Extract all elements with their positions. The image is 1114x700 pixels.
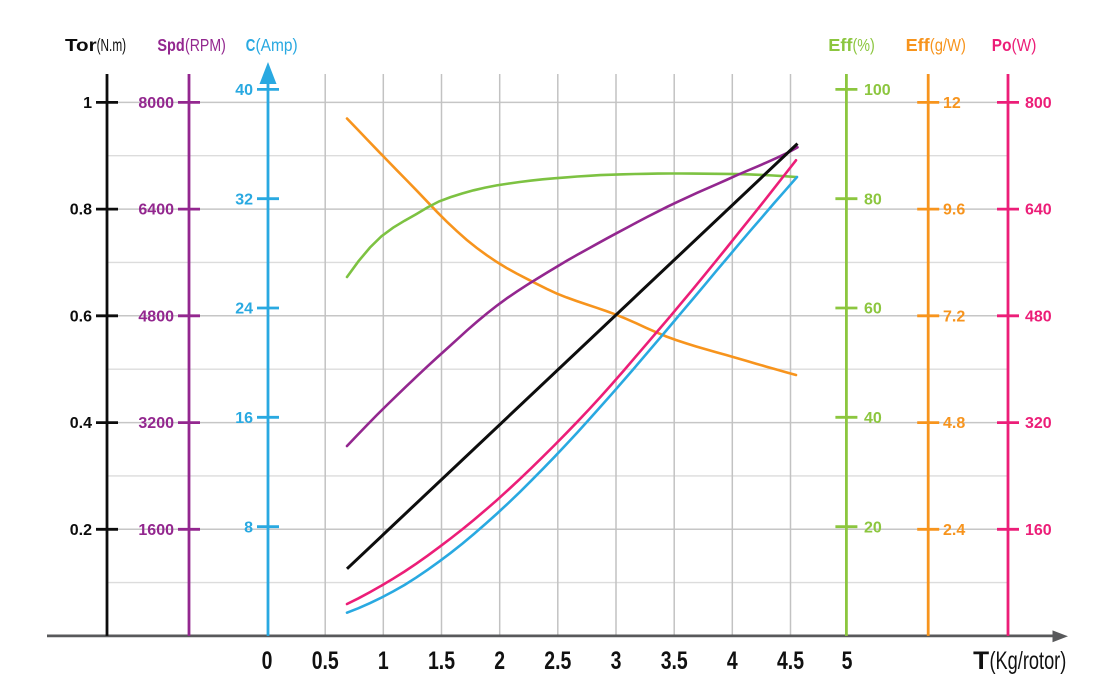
svg-text:320: 320 <box>1025 415 1052 432</box>
svg-text:Eff: Eff <box>828 35 852 55</box>
svg-text:1600: 1600 <box>138 522 174 539</box>
svg-text:0.2: 0.2 <box>70 522 92 539</box>
svg-text:8: 8 <box>244 519 253 536</box>
svg-text:(RPM): (RPM) <box>185 35 226 55</box>
svg-text:(W): (W) <box>1012 35 1037 55</box>
svg-text:9.6: 9.6 <box>943 202 965 219</box>
svg-text:(N.m): (N.m) <box>97 35 127 55</box>
svg-text:Eff: Eff <box>906 35 930 55</box>
svg-text:16: 16 <box>235 410 253 427</box>
svg-text:0.5: 0.5 <box>312 647 339 675</box>
svg-text:0: 0 <box>262 647 273 675</box>
svg-text:1.5: 1.5 <box>428 647 455 675</box>
svg-text:5: 5 <box>842 647 853 675</box>
svg-text:3: 3 <box>611 647 622 675</box>
svg-text:640: 640 <box>1025 202 1052 219</box>
svg-text:2.5: 2.5 <box>544 647 571 675</box>
svg-text:2: 2 <box>494 647 505 675</box>
svg-text:3200: 3200 <box>138 415 174 432</box>
svg-text:4: 4 <box>727 647 738 675</box>
svg-text:480: 480 <box>1025 308 1052 325</box>
svg-text:(Amp): (Amp) <box>256 35 298 55</box>
svg-text:8000: 8000 <box>138 95 174 112</box>
svg-text:1: 1 <box>83 95 92 112</box>
svg-text:24: 24 <box>235 301 253 318</box>
svg-text:C: C <box>246 35 256 55</box>
svg-text:4.8: 4.8 <box>943 415 965 432</box>
svg-text:(g/W): (g/W) <box>930 35 966 55</box>
svg-text:60: 60 <box>864 301 882 318</box>
svg-text:3.5: 3.5 <box>661 647 688 675</box>
svg-text:(Kg/rotor): (Kg/rotor) <box>990 647 1067 675</box>
svg-text:4.5: 4.5 <box>777 647 804 675</box>
svg-text:6400: 6400 <box>138 202 174 219</box>
svg-text:40: 40 <box>235 82 253 99</box>
svg-text:0.8: 0.8 <box>70 202 92 219</box>
svg-text:7.2: 7.2 <box>943 308 965 325</box>
svg-text:160: 160 <box>1025 522 1052 539</box>
svg-text:(%): (%) <box>853 35 875 55</box>
svg-text:4800: 4800 <box>138 308 174 325</box>
svg-text:2.4: 2.4 <box>943 522 965 539</box>
svg-text:12: 12 <box>943 95 961 112</box>
svg-text:20: 20 <box>864 519 882 536</box>
svg-text:800: 800 <box>1025 95 1052 112</box>
svg-text:80: 80 <box>864 191 882 208</box>
svg-text:0.4: 0.4 <box>70 415 92 432</box>
svg-text:40: 40 <box>864 410 882 427</box>
svg-text:Spd: Spd <box>157 35 184 55</box>
svg-text:Po: Po <box>992 35 1012 55</box>
svg-text:32: 32 <box>235 191 253 208</box>
svg-text:T: T <box>973 647 989 675</box>
svg-text:Tor: Tor <box>65 35 97 55</box>
svg-text:1: 1 <box>378 647 389 675</box>
svg-text:100: 100 <box>864 82 891 99</box>
svg-text:0.6: 0.6 <box>70 308 92 325</box>
